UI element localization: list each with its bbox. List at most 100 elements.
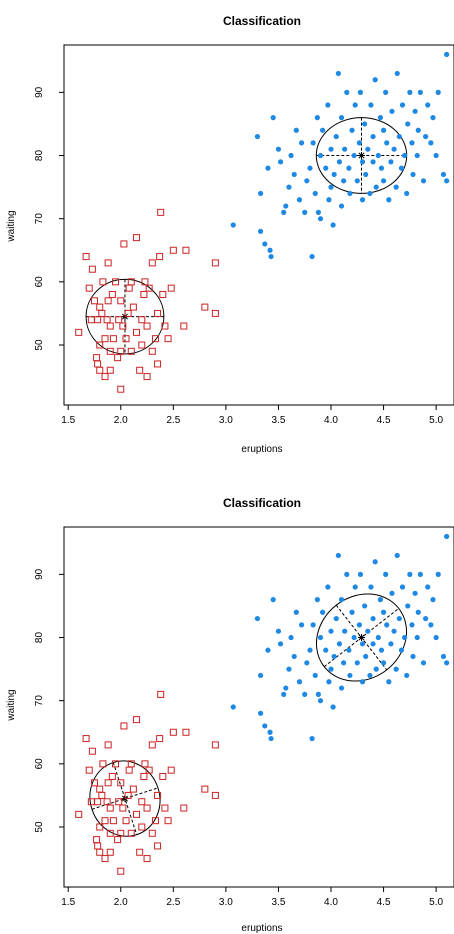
data-point	[151, 335, 159, 343]
data-point	[94, 360, 102, 368]
data-point	[344, 571, 350, 577]
data-point	[125, 766, 133, 774]
data-point	[317, 698, 324, 704]
data-point	[384, 622, 390, 628]
data-point	[362, 603, 368, 609]
data-point	[88, 747, 96, 755]
plot-area-frame	[63, 526, 454, 888]
data-point	[440, 653, 447, 660]
data-point	[412, 108, 418, 114]
data-point	[115, 316, 123, 324]
data-point	[401, 634, 408, 641]
data-point	[368, 102, 374, 108]
data-point	[410, 171, 416, 178]
data-point	[435, 89, 441, 95]
data-point	[414, 634, 420, 641]
data-point	[93, 354, 101, 362]
data-point	[254, 133, 261, 140]
data-point	[277, 159, 284, 165]
y-tick-label: 90	[34, 568, 45, 580]
data-point	[325, 584, 331, 590]
data-point	[133, 328, 141, 336]
data-point	[394, 70, 400, 77]
data-point	[164, 335, 172, 343]
data-point	[157, 208, 165, 216]
data-point	[377, 597, 384, 603]
data-point	[328, 628, 334, 634]
data-point	[415, 127, 421, 133]
data-point	[328, 184, 334, 190]
data-point	[404, 672, 410, 679]
data-point	[106, 804, 114, 812]
data-point	[349, 609, 355, 615]
data-point	[386, 679, 392, 685]
x-axis-label: eruptions	[241, 923, 282, 934]
x-tick-label: 3.5	[271, 415, 285, 426]
data-point	[346, 647, 352, 653]
data-point	[257, 190, 264, 197]
data-point	[310, 140, 316, 146]
data-point	[398, 165, 405, 171]
data-point	[283, 685, 289, 691]
data-point	[359, 641, 366, 647]
data-point	[315, 691, 321, 697]
cluster-center-marker	[357, 152, 365, 160]
data-point	[335, 70, 341, 77]
data-point	[98, 791, 106, 799]
data-point	[444, 533, 450, 540]
data-point	[211, 741, 219, 749]
y-tick-label: 80	[34, 150, 45, 162]
data-point	[415, 609, 421, 615]
data-point	[363, 653, 369, 660]
data-point	[148, 347, 156, 355]
x-tick-label: 4.0	[324, 897, 338, 908]
data-point	[319, 127, 326, 133]
data-point	[117, 779, 125, 787]
data-point	[370, 641, 376, 647]
data-point	[309, 253, 315, 260]
data-point	[75, 810, 83, 818]
y-tick-label: 60	[34, 758, 45, 770]
data-point	[161, 322, 169, 330]
data-point	[410, 653, 416, 660]
data-point	[145, 766, 153, 774]
y-tick-label: 50	[34, 339, 45, 351]
data-point	[405, 121, 411, 127]
data-point	[342, 628, 348, 634]
data-point	[109, 335, 117, 343]
y-tick-label: 70	[34, 213, 45, 225]
data-point	[383, 571, 389, 577]
data-point	[75, 328, 83, 336]
data-point	[133, 716, 141, 724]
classification-chart-top: Classification eruptions waiting 1.5 2.0 2…	[6, 14, 454, 455]
data-point	[393, 666, 399, 672]
data-point	[291, 653, 297, 660]
data-point	[268, 253, 274, 260]
data-point	[377, 115, 384, 121]
data-point	[352, 102, 358, 108]
data-point	[133, 234, 141, 242]
data-point	[398, 647, 405, 653]
data-point	[281, 209, 287, 215]
data-point	[393, 184, 399, 190]
data-point	[133, 810, 141, 818]
data-point	[270, 597, 276, 603]
data-point	[328, 146, 334, 152]
data-point	[94, 798, 102, 806]
data-point	[298, 622, 305, 628]
data-point	[257, 228, 264, 234]
data-point	[430, 597, 436, 603]
data-point	[401, 152, 408, 159]
data-point	[117, 297, 125, 305]
data-point	[404, 190, 410, 197]
data-point	[325, 102, 331, 108]
x-tick-label: 5.0	[429, 897, 443, 908]
data-point	[286, 666, 292, 672]
data-point	[119, 322, 127, 330]
data-point	[85, 766, 93, 774]
data-point	[138, 823, 146, 831]
data-point	[407, 571, 413, 577]
data-point	[156, 253, 164, 261]
data-point	[307, 647, 313, 653]
data-point	[323, 647, 329, 653]
